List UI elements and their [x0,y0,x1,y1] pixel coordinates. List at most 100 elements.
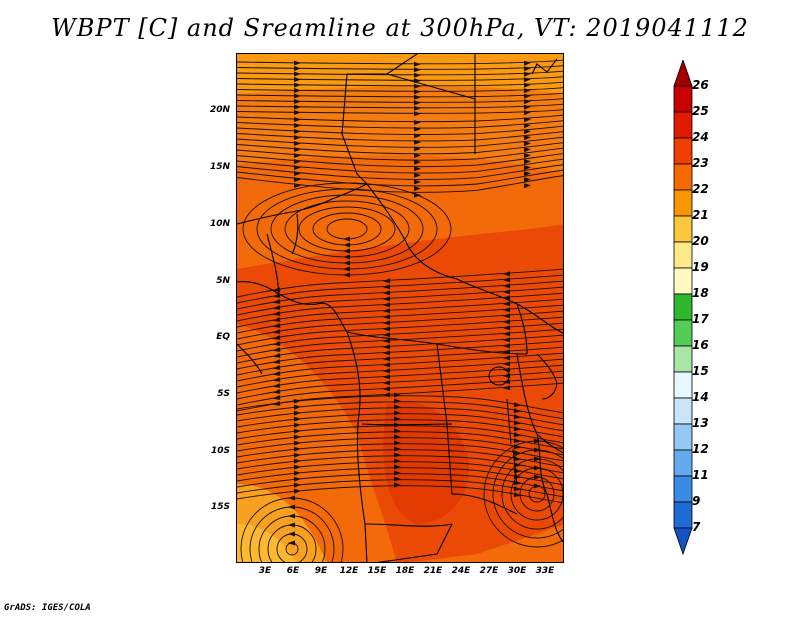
streamline-arrow [414,153,421,158]
streamline [237,437,563,456]
streamline-arrow [294,183,301,188]
colorbar-box [673,371,693,399]
streamline-arrow [394,392,401,398]
streamline [270,194,424,264]
streamline [284,200,410,258]
streamline-arrow [523,82,531,88]
streamline-arrow [288,522,295,528]
streamline-arrow [503,277,511,283]
colorbar-label: 24 [692,130,709,144]
streamline-arrow [513,402,521,408]
lon-label-3e: 3E [258,566,272,576]
streamline [237,443,563,462]
streamline-arrow [273,323,281,328]
colorbar-label: 13 [692,416,709,430]
streamline-arrow [513,426,521,432]
streamline-arrow [294,93,301,99]
streamline-arrow [383,338,391,344]
lon-label-21e: 21E [423,566,443,576]
colorbar-label: 22 [692,182,709,196]
colorbar-label: 23 [692,156,709,170]
lat-label-20n: 20N [209,105,230,115]
lat-label-10s: 10S [210,446,230,456]
streamline-arrow [523,165,531,171]
streamline-arrow [503,271,511,277]
streamline-arrow [293,404,301,410]
streamline-arrow [414,105,421,111]
streamline-arrow [414,94,421,100]
streamline-arrow [503,319,511,325]
lon-label-18e: 18E [395,566,415,576]
streamline-arrow [273,395,281,400]
streamline-arrow [293,476,301,482]
streamline-arrow [383,296,391,302]
streamline-arrow [294,141,301,146]
streamline-arrow [414,146,421,152]
streamline-arrow [503,295,511,301]
colorbar-label: 16 [692,338,709,352]
streamline-arrow [343,266,350,272]
streamline-arrow [523,135,531,141]
streamline-arrow [294,117,301,122]
streamline-arrow [383,350,391,356]
map-panel [236,53,564,563]
lat-label-5n: 5N [216,276,230,286]
streamline [237,479,563,498]
streamline [237,395,563,414]
streamline-arrow [523,129,531,135]
streamline [237,425,563,444]
streamline-arrow [534,447,541,453]
streamline-arrow [394,476,401,482]
streamline-arrow [394,410,401,416]
streamline-arrow [293,458,301,464]
streamline-arrow [383,386,391,392]
streamline-arrow [414,133,421,139]
streamline-arrow [503,355,511,361]
streamline-arrow [523,171,531,177]
colorbar-box [673,345,693,373]
streamline-arrow [503,361,511,367]
streamline [237,461,563,480]
streamline-arrow [343,236,350,242]
streamline-arrow [294,177,301,182]
streamline-arrow [383,392,391,398]
streamline-arrow [414,126,421,132]
streamline-arrow [513,492,521,498]
streamline-arrow [523,159,531,165]
streamline [298,206,396,252]
streamline-arrow [534,465,541,471]
colorbar-label: 7 [692,520,701,534]
streamline-arrow [288,504,295,510]
streamline-arrow [294,165,301,170]
streamline-arrow [523,66,531,72]
streamline-arrow [523,88,531,94]
streamline-arrow [294,153,301,158]
streamline-arrow [523,60,531,66]
colorbar-label: 20 [692,234,709,248]
streamline-arrow [414,72,421,78]
streamline [237,485,563,504]
streamline-arrow [383,332,391,338]
streamline-arrow [294,60,301,66]
lat-label-15n: 15N [209,162,230,172]
streamline [242,182,452,276]
streamline [276,533,308,562]
streamline-arrow [414,139,421,145]
colorbar-box [673,163,693,191]
streamline-arrow [503,325,511,331]
streamline-arrow [394,470,401,476]
streamline-arrow [523,93,531,99]
streamline [256,188,438,270]
streamline [237,407,563,426]
streamline-arrow [343,260,350,266]
colorbar-box [673,475,693,503]
streamline-arrow [383,344,391,350]
streamline-arrow [513,414,521,420]
streamline-arrow [383,290,391,296]
streamline-arrow [383,314,391,320]
streamline-arrow [293,440,301,446]
streamline-arrow [273,311,281,316]
streamline-arrow [273,317,281,322]
colorbar-box [673,111,693,139]
colorbar-label: 9 [692,494,701,508]
